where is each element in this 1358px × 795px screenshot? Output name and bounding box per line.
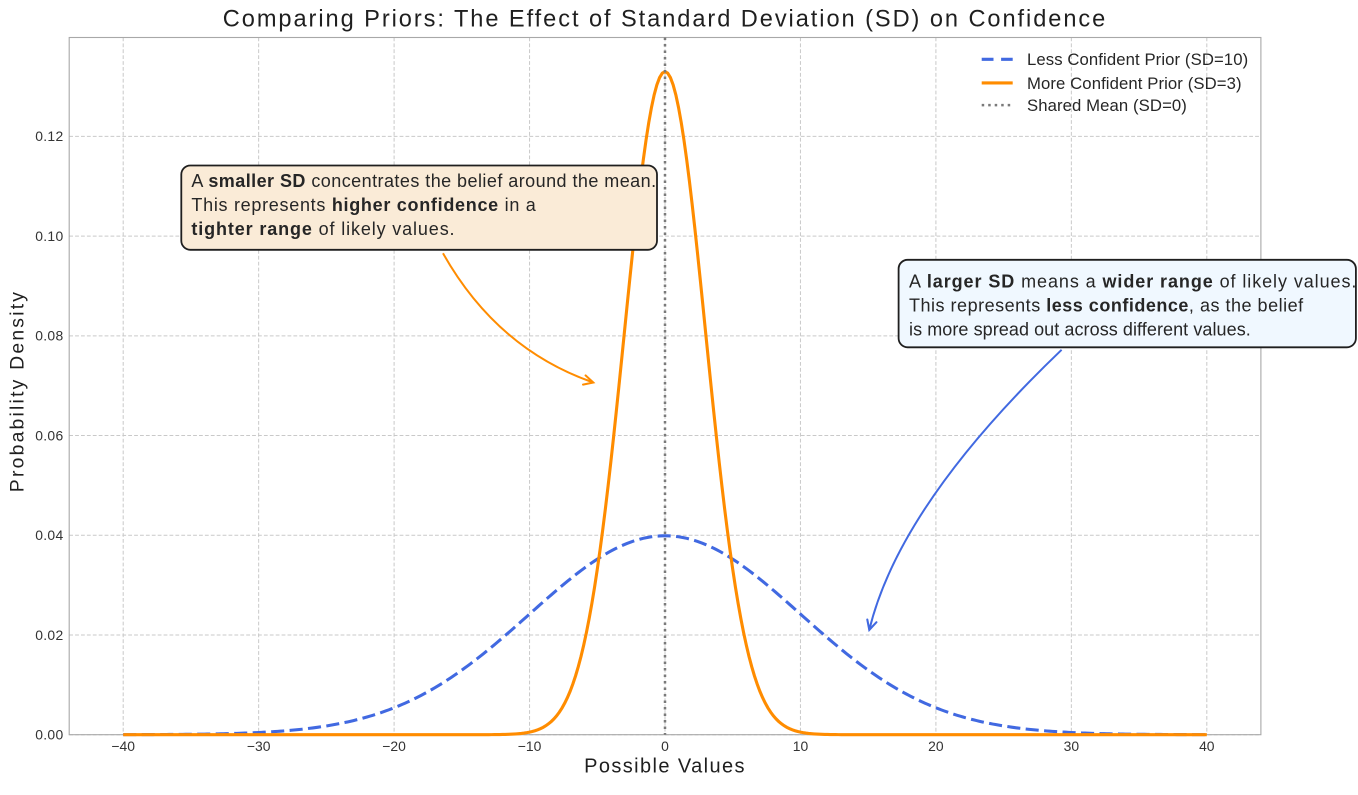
svg-text:0.04: 0.04	[35, 527, 63, 543]
svg-text:This represents higher confide: This represents higher confidence in a	[191, 195, 536, 215]
svg-text:0.08: 0.08	[35, 328, 63, 344]
svg-text:0.02: 0.02	[35, 627, 63, 643]
svg-text:More Confident Prior (SD=3): More Confident Prior (SD=3)	[1027, 74, 1242, 93]
svg-text:−40: −40	[111, 738, 135, 754]
svg-text:Probability Density: Probability Density	[7, 290, 29, 492]
svg-text:0.00: 0.00	[35, 727, 63, 743]
svg-text:A larger SD means a wider rang: A larger SD means a wider range of likel…	[909, 272, 1357, 292]
svg-text:Shared Mean (SD=0): Shared Mean (SD=0)	[1027, 96, 1187, 115]
svg-text:tighter range of likely values: tighter range of likely values.	[191, 219, 455, 239]
svg-text:This represents less confidenc: This represents less confidence, as the …	[909, 296, 1304, 316]
svg-text:−20: −20	[382, 738, 406, 754]
svg-text:is more spread out across diff: is more spread out across different valu…	[909, 320, 1251, 340]
svg-text:0.10: 0.10	[35, 228, 63, 244]
svg-text:A smaller SD concentrates the: A smaller SD concentrates the belief aro…	[191, 171, 656, 191]
svg-text:−30: −30	[247, 738, 271, 754]
svg-text:−10: −10	[518, 738, 542, 754]
svg-text:Less Confident Prior (SD=10): Less Confident Prior (SD=10)	[1027, 50, 1248, 69]
svg-text:10: 10	[793, 738, 809, 754]
svg-text:Possible Values: Possible Values	[584, 755, 746, 777]
svg-text:40: 40	[1199, 738, 1215, 754]
svg-text:0: 0	[661, 738, 669, 754]
svg-text:0.06: 0.06	[35, 427, 63, 443]
svg-text:0.12: 0.12	[35, 128, 63, 144]
svg-text:30: 30	[1064, 738, 1080, 754]
svg-text:Comparing Priors: The Effect o: Comparing Priors: The Effect of Standard…	[223, 7, 1107, 33]
svg-text:20: 20	[928, 738, 944, 754]
